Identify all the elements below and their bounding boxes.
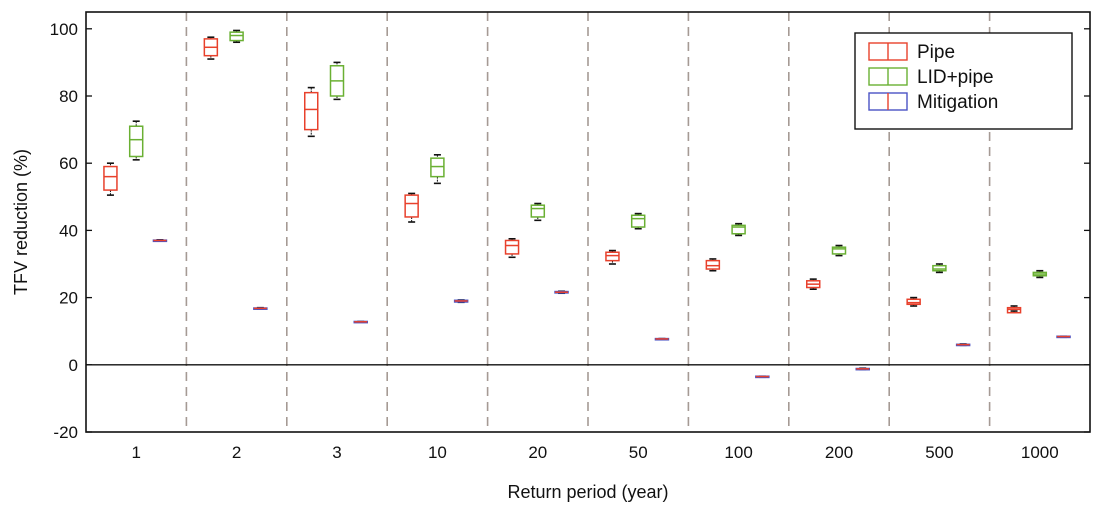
box-body bbox=[504, 239, 520, 255]
box-pipe bbox=[906, 296, 921, 307]
box-body bbox=[530, 204, 546, 218]
box-mitigation bbox=[554, 290, 569, 295]
x-axis: 1 2 3 10 20 50 100 200 500 1000 bbox=[131, 443, 1058, 462]
box-pipe bbox=[404, 192, 419, 223]
box-body bbox=[1006, 306, 1022, 314]
legend-label: Mitigation bbox=[917, 92, 998, 113]
box-lid-pipe bbox=[630, 212, 646, 230]
box-mitigation bbox=[1056, 335, 1071, 339]
box-body bbox=[229, 31, 244, 42]
x-tick-label: 1 bbox=[131, 443, 140, 462]
box-lid-pipe bbox=[430, 154, 445, 185]
group-separators bbox=[185, 12, 991, 432]
y-tick-label: 80 bbox=[59, 87, 78, 106]
box-mitigation bbox=[654, 337, 670, 341]
box-lid-pipe bbox=[1032, 269, 1048, 279]
box-body bbox=[731, 224, 746, 235]
x-axis-title: Return period (year) bbox=[507, 482, 668, 502]
legend: Pipe LID+pipe Mitigation bbox=[854, 32, 1073, 130]
x-tick-label: 200 bbox=[825, 443, 853, 462]
box-body bbox=[932, 264, 947, 272]
x-tick-label: 1000 bbox=[1021, 443, 1059, 462]
x-tick-label: 100 bbox=[724, 443, 752, 462]
box-body bbox=[630, 214, 646, 228]
legend-item-mitigation: Mitigation bbox=[868, 92, 998, 113]
x-tick-label: 2 bbox=[232, 443, 241, 462]
box-mitigation bbox=[955, 343, 971, 347]
box-pipe bbox=[203, 36, 219, 60]
y-tick-label: -20 bbox=[53, 423, 78, 442]
y-axis: -20 0 20 40 60 80 100 bbox=[50, 20, 1090, 442]
box-body bbox=[605, 251, 620, 262]
x-tick-label: 20 bbox=[528, 443, 547, 462]
y-tick-label: 0 bbox=[69, 356, 78, 375]
y-tick-label: 20 bbox=[59, 289, 78, 308]
y-tick-label: 100 bbox=[50, 20, 78, 39]
legend-box bbox=[854, 32, 1073, 130]
box-pipe bbox=[805, 278, 821, 291]
y-tick-label: 40 bbox=[59, 221, 78, 240]
legend-label: Pipe bbox=[917, 42, 955, 63]
box-mitigation bbox=[253, 306, 268, 310]
box-pipe bbox=[1006, 305, 1022, 314]
legend-item-pipe: Pipe bbox=[868, 42, 955, 63]
plot-area-frame bbox=[85, 11, 1091, 433]
box-lid-pipe bbox=[329, 61, 345, 101]
box-body bbox=[303, 91, 319, 131]
y-axis-title: TFV reduction (%) bbox=[11, 149, 31, 295]
x-tick-label: 3 bbox=[332, 443, 341, 462]
box-mitigation bbox=[453, 299, 469, 304]
legend-label: LID+pipe bbox=[917, 67, 994, 88]
box-pipe bbox=[303, 86, 319, 138]
box-plots bbox=[103, 29, 1071, 379]
box-pipe bbox=[605, 249, 620, 265]
box-lid-pipe bbox=[128, 120, 144, 161]
box-mitigation bbox=[353, 320, 368, 324]
box-pipe bbox=[103, 162, 118, 196]
x-tick-label: 500 bbox=[925, 443, 953, 462]
box-lid-pipe bbox=[229, 29, 244, 44]
legend-item-lid-pipe: LID+pipe bbox=[868, 67, 994, 88]
box-body bbox=[128, 125, 144, 158]
box-mitigation bbox=[755, 375, 770, 379]
box-lid-pipe bbox=[831, 244, 847, 257]
box-mitigation bbox=[855, 367, 870, 371]
y-tick-label: 60 bbox=[59, 154, 78, 173]
box-body bbox=[705, 259, 721, 270]
x-tick-label: 50 bbox=[629, 443, 648, 462]
box-pipe bbox=[705, 258, 721, 272]
box-body bbox=[430, 157, 445, 178]
box-lid-pipe bbox=[932, 263, 947, 274]
box-body bbox=[831, 246, 847, 255]
box-lid-pipe bbox=[731, 222, 746, 237]
box-body bbox=[906, 298, 921, 306]
box-body bbox=[404, 194, 419, 218]
box-mitigation bbox=[152, 239, 168, 243]
box-lid-pipe bbox=[530, 202, 546, 222]
box-pipe bbox=[504, 238, 520, 259]
box-body bbox=[103, 165, 118, 191]
x-tick-label: 10 bbox=[428, 443, 447, 462]
